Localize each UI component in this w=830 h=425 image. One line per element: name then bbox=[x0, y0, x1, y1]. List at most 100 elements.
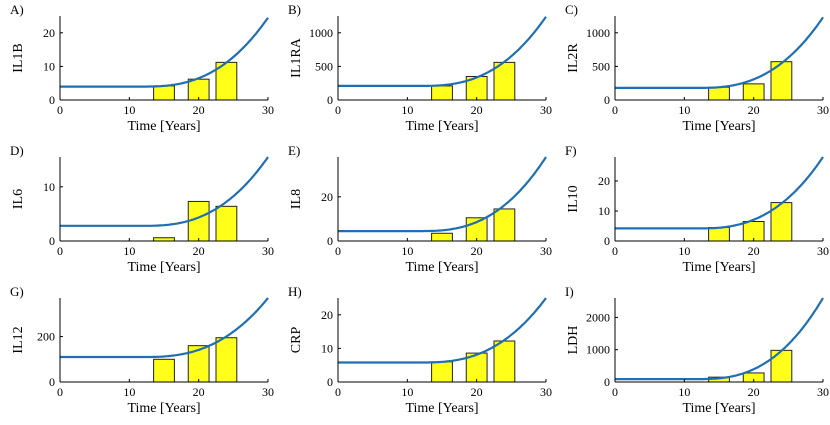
x-tick-label: 10 bbox=[678, 385, 690, 399]
x-tick-label: 30 bbox=[262, 385, 274, 399]
panel-letter: E) bbox=[288, 143, 300, 158]
y-axis-title: IL8 bbox=[289, 189, 304, 209]
x-tick-label: 0 bbox=[612, 244, 618, 258]
trend-curve bbox=[60, 156, 269, 227]
x-tick-label: 0 bbox=[335, 385, 341, 399]
x-axis-title: Time [Years] bbox=[405, 401, 478, 416]
panel-letter: G) bbox=[10, 284, 24, 299]
trend-curve bbox=[615, 297, 824, 381]
y-tick-label: 20 bbox=[598, 174, 610, 188]
x-tick-label: 30 bbox=[262, 244, 274, 258]
x-tick-label: 20 bbox=[193, 385, 205, 399]
x-tick-label: 30 bbox=[540, 385, 552, 399]
y-tick-label: 0 bbox=[49, 375, 55, 389]
x-tick-label: 10 bbox=[401, 244, 413, 258]
y-axis-title: IL10 bbox=[566, 185, 581, 212]
bar-3 bbox=[493, 340, 516, 383]
chart-panel-il1b: 0 10 20 30 0 10 20 Time [Years] IL1B A) bbox=[10, 2, 274, 134]
y-tick-label: 10 bbox=[598, 204, 610, 218]
y-tick-label: 0 bbox=[604, 234, 610, 248]
bar-2 bbox=[187, 200, 210, 242]
trend-curve bbox=[338, 297, 547, 364]
panel-letter: C) bbox=[565, 2, 578, 17]
bar-1 bbox=[431, 85, 453, 101]
y-axis-title: IL12 bbox=[11, 326, 26, 353]
panel-letter: I) bbox=[565, 284, 574, 299]
chart-panel-il2r: 0 10 20 30 0 500 1000 Time [Years] IL2R C) bbox=[565, 2, 829, 134]
trend-curve bbox=[338, 156, 547, 233]
bar-1 bbox=[431, 232, 453, 242]
x-axis-title: Time [Years] bbox=[127, 401, 200, 416]
x-tick-label: 20 bbox=[748, 103, 760, 117]
x-tick-label: 10 bbox=[401, 103, 413, 117]
y-tick-label: 10 bbox=[43, 180, 55, 194]
x-tick-label: 0 bbox=[335, 244, 341, 258]
y-tick-label: 1000 bbox=[309, 26, 333, 40]
panel-letter: D) bbox=[10, 143, 24, 158]
x-tick-label: 10 bbox=[123, 244, 135, 258]
x-tick-label: 0 bbox=[57, 385, 63, 399]
x-tick-label: 10 bbox=[123, 385, 135, 399]
bar-1 bbox=[708, 227, 730, 242]
y-tick-label: 20 bbox=[321, 190, 333, 204]
y-tick-label: 0 bbox=[49, 234, 55, 248]
y-axis-title: IL1RA bbox=[289, 37, 304, 78]
chart-panel-il1ra: 0 10 20 30 0 500 1000 Time [Years] IL1RA B) bbox=[288, 2, 552, 134]
chart-panel-ldh: 0 10 20 30 0 1000 2000 Time [Years] LDH I) bbox=[565, 284, 829, 416]
x-tick-label: 30 bbox=[540, 103, 552, 117]
x-axis-title: Time [Years] bbox=[127, 260, 200, 275]
chart-panel-il6: 0 10 20 30 0 10 Time [Years] IL6 D) bbox=[10, 143, 274, 275]
x-tick-label: 20 bbox=[471, 244, 483, 258]
y-tick-label: 1000 bbox=[586, 343, 610, 357]
y-tick-label: 20 bbox=[321, 308, 333, 322]
trend-curve bbox=[615, 16, 824, 90]
y-axis-title: IL1B bbox=[11, 43, 26, 73]
y-tick-label: 10 bbox=[321, 341, 333, 355]
chart-panel-il12: 0 10 20 30 0 200 Time [Years] IL12 G) bbox=[10, 284, 274, 416]
y-axis-title: CRP bbox=[289, 327, 304, 354]
x-tick-label: 10 bbox=[678, 244, 690, 258]
y-tick-label: 0 bbox=[327, 234, 333, 248]
x-tick-label: 0 bbox=[335, 103, 341, 117]
x-axis-title: Time [Years] bbox=[127, 119, 200, 134]
x-axis-title: Time [Years] bbox=[682, 260, 755, 275]
trend-curve bbox=[615, 156, 824, 230]
x-tick-label: 20 bbox=[748, 244, 760, 258]
bar-3 bbox=[215, 337, 238, 383]
x-tick-label: 30 bbox=[262, 103, 274, 117]
bar-1 bbox=[708, 86, 730, 101]
x-axis-title: Time [Years] bbox=[682, 401, 755, 416]
trend-curve bbox=[60, 17, 269, 88]
x-tick-label: 10 bbox=[678, 103, 690, 117]
x-tick-label: 30 bbox=[817, 385, 829, 399]
x-tick-label: 20 bbox=[748, 385, 760, 399]
x-tick-label: 20 bbox=[193, 103, 205, 117]
x-tick-label: 10 bbox=[401, 385, 413, 399]
x-tick-label: 0 bbox=[57, 244, 63, 258]
x-tick-label: 30 bbox=[817, 103, 829, 117]
x-tick-label: 30 bbox=[817, 244, 829, 258]
x-axis-title: Time [Years] bbox=[682, 119, 755, 134]
bar-3 bbox=[770, 349, 793, 383]
bar-2 bbox=[187, 78, 210, 101]
panel-letter: F) bbox=[565, 143, 577, 158]
chart-panel-il10: 0 10 20 30 0 10 20 Time [Years] IL10 F) bbox=[565, 143, 829, 275]
trend-curve bbox=[338, 16, 547, 88]
chart-panel-crp: 0 10 20 30 0 10 20 Time [Years] CRP H) bbox=[288, 284, 552, 416]
panel-letter: B) bbox=[288, 2, 301, 17]
bar-1 bbox=[431, 361, 453, 383]
bar-1 bbox=[153, 85, 175, 101]
y-tick-label: 1000 bbox=[586, 26, 610, 40]
y-tick-label: 0 bbox=[604, 93, 610, 107]
bar-3 bbox=[493, 208, 516, 242]
y-tick-label: 2000 bbox=[586, 310, 610, 324]
y-tick-label: 500 bbox=[315, 59, 333, 73]
x-tick-label: 0 bbox=[57, 103, 63, 117]
y-tick-label: 20 bbox=[43, 26, 55, 40]
panel-letter: A) bbox=[10, 2, 24, 17]
y-tick-label: 0 bbox=[604, 375, 610, 389]
y-tick-label: 0 bbox=[49, 93, 55, 107]
x-tick-label: 0 bbox=[612, 103, 618, 117]
y-tick-label: 10 bbox=[43, 59, 55, 73]
